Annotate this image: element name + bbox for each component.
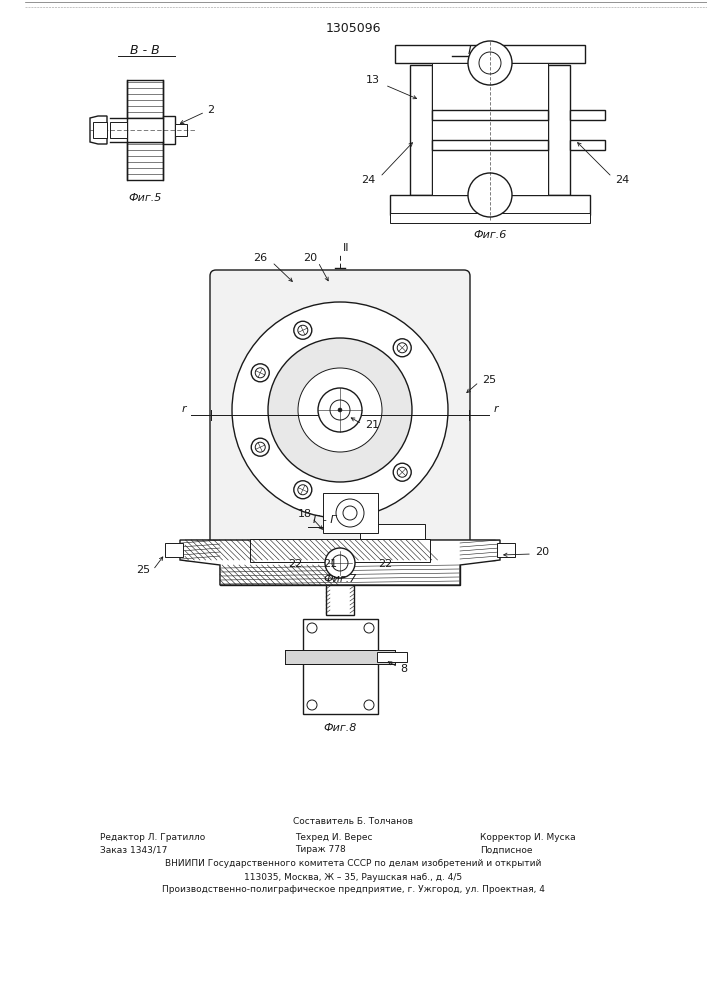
Text: 21: 21	[323, 559, 337, 569]
Bar	[163, 116, 175, 144]
Bar	[377, 652, 407, 662]
Text: 18: 18	[298, 509, 312, 519]
Bar	[360, 524, 425, 539]
Text: Тираж 778: Тираж 778	[295, 846, 346, 854]
FancyBboxPatch shape	[210, 270, 470, 550]
Text: r: r	[182, 404, 187, 414]
Circle shape	[397, 467, 407, 477]
Circle shape	[364, 700, 374, 710]
Bar	[165, 543, 183, 557]
Text: 8: 8	[400, 664, 407, 674]
Text: 21: 21	[365, 420, 379, 430]
Circle shape	[268, 338, 412, 482]
Text: 1305096: 1305096	[325, 21, 381, 34]
Bar	[250, 539, 430, 562]
Text: 2: 2	[207, 105, 214, 115]
Circle shape	[298, 485, 308, 495]
Bar	[432, 63, 548, 195]
Text: B - B: B - B	[130, 43, 160, 56]
Text: 22: 22	[288, 559, 302, 569]
Text: 20: 20	[303, 253, 317, 263]
Text: 26: 26	[253, 253, 267, 263]
Circle shape	[307, 623, 317, 633]
Bar	[185, 540, 495, 560]
Circle shape	[332, 555, 348, 571]
Text: ВНИИПИ Государственного комитета СССР по делам изобретений и открытий: ВНИИПИ Государственного комитета СССР по…	[165, 859, 541, 868]
Bar	[110, 122, 127, 138]
Bar	[390, 213, 590, 223]
Bar	[410, 65, 432, 195]
Text: Редактор Л. Гратилло: Редактор Л. Гратилло	[100, 832, 205, 842]
Text: 13: 13	[366, 75, 380, 85]
Text: Производственно-полиграфическое предприятие, г. Ужгород, ул. Проектная, 4: Производственно-полиграфическое предприя…	[162, 886, 544, 894]
Polygon shape	[180, 540, 500, 585]
Bar	[93, 122, 107, 138]
Bar	[432, 110, 548, 120]
Circle shape	[251, 364, 269, 382]
Text: Фиг.7: Фиг.7	[323, 574, 357, 584]
Text: Фиг.6: Фиг.6	[473, 230, 507, 240]
Circle shape	[364, 623, 374, 633]
Circle shape	[232, 302, 448, 518]
Text: Составитель Б. Толчанов: Составитель Б. Толчанов	[293, 818, 413, 826]
Circle shape	[318, 388, 362, 432]
Bar	[127, 80, 163, 118]
Circle shape	[468, 173, 512, 217]
Circle shape	[325, 548, 355, 578]
Circle shape	[338, 408, 342, 412]
Circle shape	[294, 321, 312, 339]
Bar	[303, 619, 378, 714]
Bar	[548, 65, 570, 195]
Circle shape	[393, 339, 411, 357]
Bar	[220, 565, 460, 585]
Text: 25: 25	[136, 565, 150, 575]
Bar	[127, 142, 163, 180]
Text: Техред И. Верес: Техред И. Верес	[295, 832, 373, 842]
Bar	[570, 110, 605, 120]
Text: Фиг.5: Фиг.5	[128, 193, 162, 203]
Circle shape	[468, 41, 512, 85]
Circle shape	[298, 325, 308, 335]
Text: r: r	[493, 404, 498, 414]
Bar	[175, 124, 187, 136]
Circle shape	[343, 506, 357, 520]
Circle shape	[479, 52, 501, 74]
Bar	[570, 140, 605, 150]
Text: Заказ 1343/17: Заказ 1343/17	[100, 846, 168, 854]
Text: Фиг.8: Фиг.8	[323, 723, 357, 733]
Bar	[127, 118, 163, 142]
Circle shape	[255, 442, 265, 452]
Text: 20: 20	[535, 547, 549, 557]
Text: Подписное: Подписное	[480, 846, 532, 854]
Bar	[326, 585, 354, 615]
Circle shape	[330, 400, 350, 420]
Circle shape	[393, 463, 411, 481]
Text: 113035, Москва, Ж – 35, Раушская наб., д. 4/5: 113035, Москва, Ж – 35, Раушская наб., д…	[244, 872, 462, 882]
Circle shape	[255, 368, 265, 378]
Polygon shape	[90, 116, 107, 144]
Text: 24: 24	[615, 175, 629, 185]
Circle shape	[298, 368, 382, 452]
Circle shape	[397, 343, 407, 353]
Circle shape	[336, 499, 364, 527]
Circle shape	[294, 481, 312, 499]
Bar	[323, 493, 378, 533]
Text: 22: 22	[378, 559, 392, 569]
Text: Корректор И. Муска: Корректор И. Муска	[480, 832, 575, 842]
Text: 24: 24	[361, 175, 375, 185]
Bar	[395, 45, 585, 63]
Bar	[285, 650, 395, 664]
Text: 25: 25	[482, 375, 496, 385]
Bar	[390, 195, 590, 215]
Circle shape	[307, 700, 317, 710]
Circle shape	[251, 438, 269, 456]
Text: II: II	[343, 243, 349, 253]
Bar	[497, 543, 515, 557]
Bar	[432, 140, 548, 150]
Text: I: I	[468, 43, 472, 56]
Text: Г - Г: Г - Г	[313, 515, 337, 525]
Bar	[250, 556, 430, 562]
